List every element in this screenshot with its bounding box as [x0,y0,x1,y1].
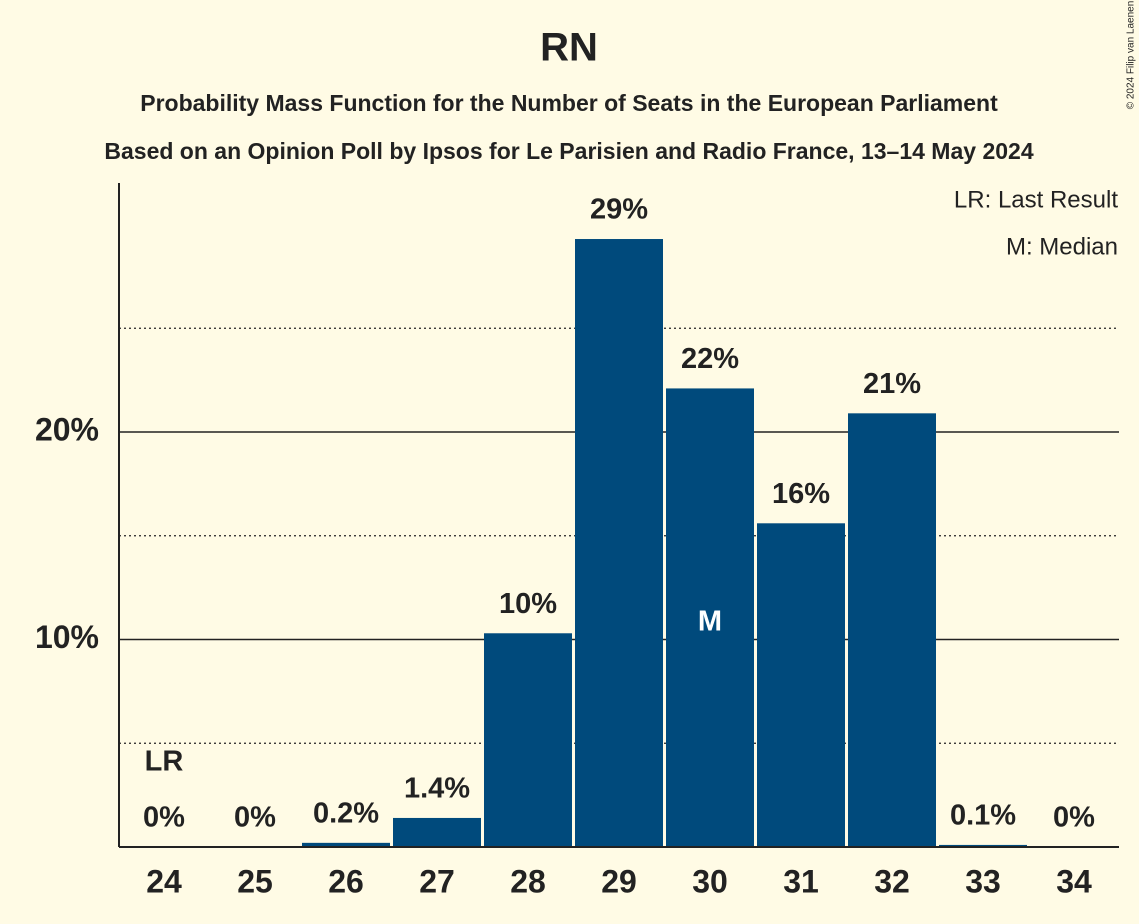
x-tick-label: 30 [692,863,728,899]
legend-entry: M: Median [1006,233,1118,260]
y-tick-label: 10% [35,619,99,655]
value-label: 16% [772,478,830,510]
value-label: 0% [1053,802,1095,834]
bar [939,844,1027,847]
x-tick-label: 24 [146,863,182,899]
bar [848,413,936,847]
value-label: 0.2% [313,798,379,830]
bar [666,388,754,847]
median-marker: M [698,605,722,637]
x-tick-label: 31 [783,863,819,899]
bar [302,842,390,847]
value-label: 1.4% [404,773,470,805]
y-tick-label: 20% [35,411,99,447]
chart-title: RN [540,26,598,70]
bar [757,523,845,847]
bar [484,633,572,847]
legend-entry: LR: Last Result [954,186,1118,213]
bar [393,817,481,847]
value-label: 0% [234,802,276,834]
value-label: 10% [499,588,557,620]
value-label: 0% [143,802,185,834]
value-label: 22% [681,343,739,375]
last-result-marker: LR [145,746,184,778]
x-tick-label: 28 [510,863,546,899]
value-label: 0.1% [950,800,1016,832]
x-tick-label: 25 [237,863,273,899]
x-tick-label: 29 [601,863,637,899]
x-tick-label: 32 [874,863,910,899]
value-label: 29% [590,194,648,226]
chart-subtitle: Probability Mass Function for the Number… [140,90,998,116]
x-tick-label: 27 [419,863,455,899]
x-tick-label: 26 [328,863,364,899]
x-tick-label: 34 [1056,863,1092,899]
credit: © 2024 Filip van Laenen [1126,1,1137,110]
bar [575,239,663,847]
value-label: 21% [863,368,921,400]
chart-subtitle: Based on an Opinion Poll by Ipsos for Le… [104,138,1033,164]
x-tick-label: 33 [965,863,1001,899]
